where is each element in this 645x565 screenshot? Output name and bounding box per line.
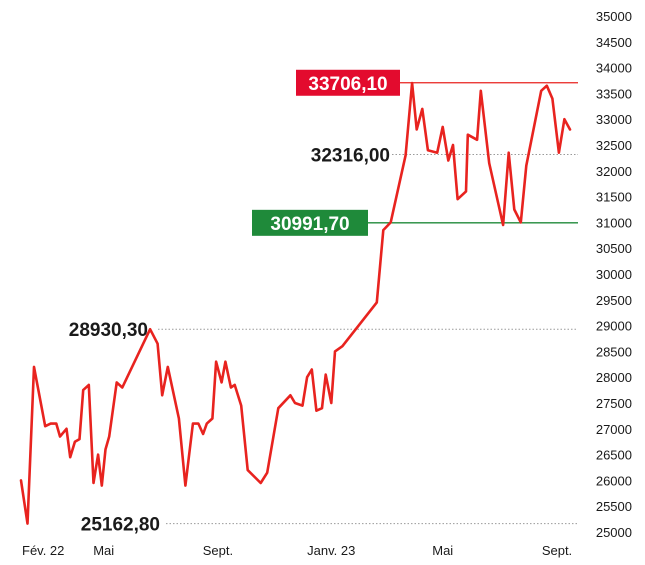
y-tick-label: 30000 (596, 267, 632, 282)
reference-label: 28930,30 (69, 320, 148, 341)
y-tick-label: 25000 (596, 525, 632, 540)
y-tick-label: 32000 (596, 164, 632, 179)
y-tick-label: 29500 (596, 293, 632, 308)
reference-label: 25162,80 (81, 515, 160, 536)
y-tick-label: 31000 (596, 215, 632, 230)
x-tick-label: Sept. (542, 543, 572, 558)
reference-label: 32316,00 (311, 145, 390, 166)
y-tick-label: 32500 (596, 138, 632, 153)
y-tick-label: 33500 (596, 86, 632, 101)
x-tick-label: Janv. 23 (307, 543, 355, 558)
x-axis: Fév. 22 Mai Sept. Janv. 23 Mai Sept. (22, 543, 572, 558)
y-tick-label: 34500 (596, 35, 632, 50)
x-tick-label: Sept. (203, 543, 233, 558)
y-axis: 35000 34500 34000 33500 33000 32500 32000 31500… (596, 9, 632, 540)
y-tick-label: 26500 (596, 448, 632, 463)
y-tick-label: 29000 (596, 319, 632, 334)
y-tick-label: 27500 (596, 396, 632, 411)
y-tick-label: 35000 (596, 9, 632, 24)
reference-label-box (296, 69, 400, 96)
reference-label: 33706,10 (308, 74, 387, 95)
series-line (19, 81, 572, 525)
y-tick-label: 34000 (596, 61, 632, 76)
x-tick-label: Mai (93, 543, 114, 558)
x-tick-label: Mai (432, 543, 453, 558)
y-tick-label: 25500 (596, 499, 632, 514)
y-tick-label: 28500 (596, 344, 632, 359)
y-tick-label: 33000 (596, 112, 632, 127)
y-tick-label: 27000 (596, 422, 632, 437)
reference-labels: 33706,10 32316,00 30991,70 28930,30 25162,80 (69, 69, 400, 536)
y-tick-label: 31500 (596, 190, 632, 205)
y-tick-label: 28000 (596, 370, 632, 385)
reference-label: 30991,70 (270, 214, 349, 235)
reference-label-box (252, 209, 368, 236)
x-tick-label: Fév. 22 (22, 543, 64, 558)
y-tick-label: 26000 (596, 473, 632, 488)
series-layer (19, 81, 572, 525)
reference-lines (158, 82, 578, 525)
y-tick-label: 30500 (596, 241, 632, 256)
